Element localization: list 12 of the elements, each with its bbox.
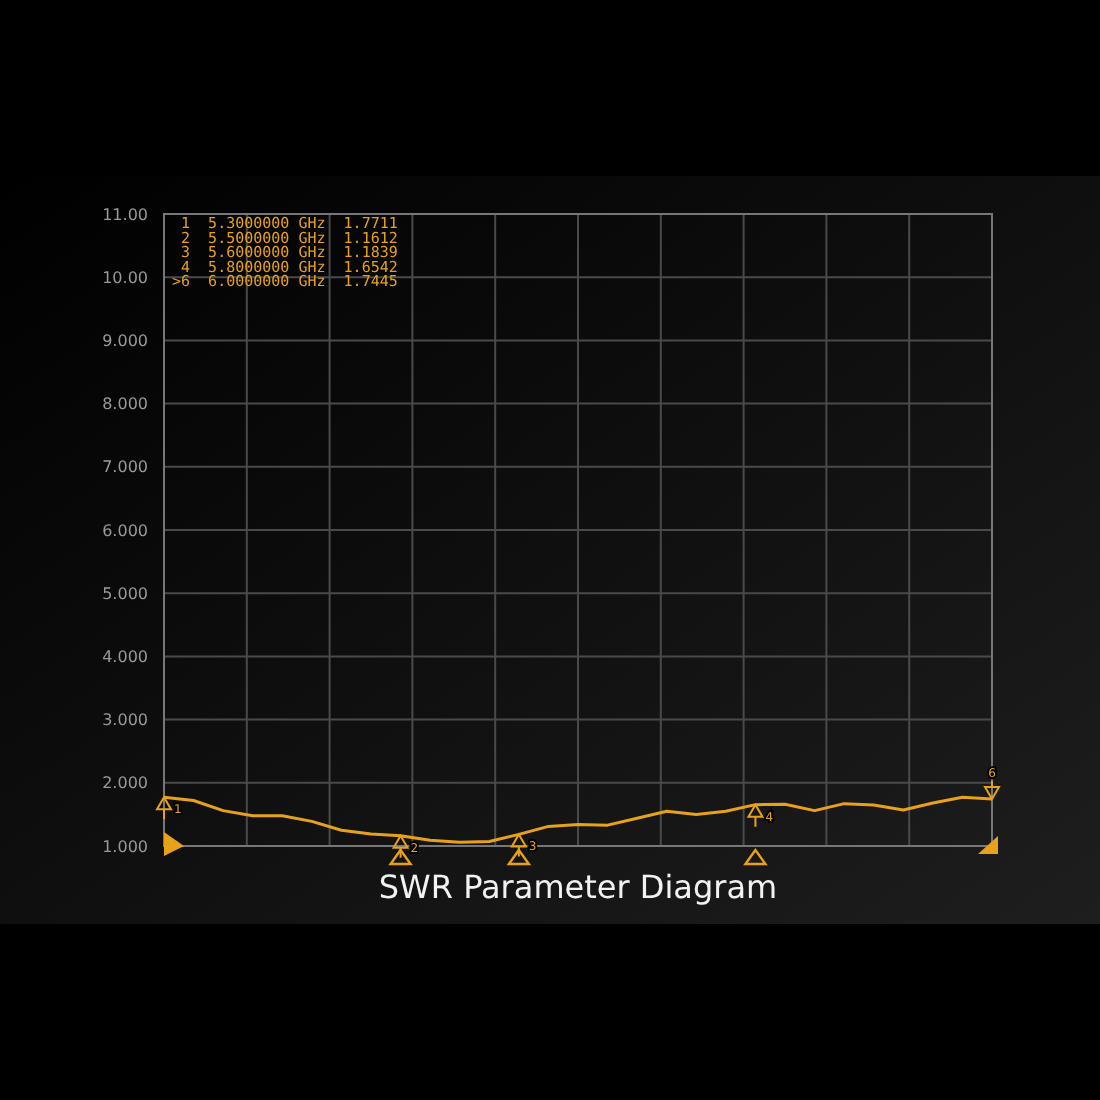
y-tick-label: 7.000 [102, 458, 148, 477]
text: SWR Parameter Diagram [378, 868, 778, 906]
y-tick-label: 9.000 [102, 332, 148, 350]
y-tick-label: 10.00 [102, 268, 148, 287]
y-tick-label: 11.00 [102, 205, 148, 224]
y-tick-label: 1.000 [102, 837, 148, 856]
y-tick-label: 6.000 [102, 521, 148, 540]
y-tick-label: 5.000 [102, 584, 148, 603]
y-tick-label: 4.000 [102, 648, 148, 666]
y-tick-label: 8.000 [102, 395, 148, 414]
y-tick-label: 2.000 [102, 774, 148, 793]
y-tick-label: 3.000 [102, 711, 148, 730]
